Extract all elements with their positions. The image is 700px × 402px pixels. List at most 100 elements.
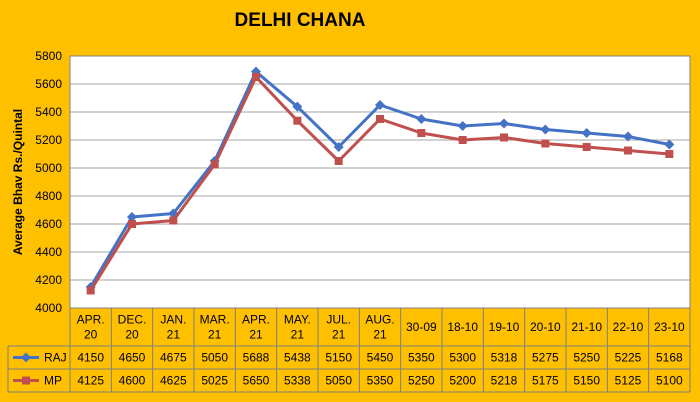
data-table-value: 5050 (325, 374, 352, 388)
x-tick-label: 21 (332, 328, 346, 342)
data-point-raj (540, 124, 551, 135)
y-tick-label: 4400 (35, 245, 62, 259)
data-table-value: 5050 (201, 351, 228, 365)
data-table-value: 5100 (656, 374, 683, 388)
y-tick-label: 4800 (35, 189, 62, 203)
x-tick-label: APR. (242, 313, 270, 327)
y-tick-label: 5200 (35, 133, 62, 147)
data-table-value: 4125 (77, 374, 104, 388)
data-point-raj (457, 121, 468, 131)
data-table-value: 5250 (573, 351, 600, 365)
x-tick-label: 30-09 (406, 320, 437, 334)
x-tick-label: 18-10 (447, 320, 478, 334)
data-table-value: 5150 (325, 351, 352, 365)
x-tick-label: JUL. (326, 313, 351, 327)
data-table-value: 4625 (160, 374, 187, 388)
x-tick-label: AUG. (365, 313, 394, 327)
y-tick-label: 5400 (35, 105, 62, 119)
data-point-mp (334, 157, 343, 165)
legend-series-name: RAJ (44, 351, 67, 365)
data-point-mp (624, 146, 632, 155)
data-point-mp (210, 160, 219, 169)
data-point-mp (417, 129, 426, 137)
data-point-mp (582, 143, 591, 151)
data-table-value: 5200 (449, 374, 476, 388)
data-point-raj (127, 212, 137, 222)
data-point-mp (128, 220, 136, 228)
data-table-value: 5438 (284, 351, 311, 365)
data-table-value: 5350 (408, 351, 435, 365)
x-tick-label: APR. (77, 313, 105, 327)
x-tick-label: 21 (167, 328, 181, 342)
data-table-value: 5338 (284, 374, 311, 388)
x-tick-label: DEC. (118, 313, 147, 327)
data-table: APR.20DEC.20JAN.21MAR.21APR.21MAY.21JUL.… (7, 308, 691, 393)
data-point-raj (333, 142, 344, 152)
y-tick-label: 5600 (35, 77, 62, 91)
data-point-raj (499, 118, 509, 129)
y-tick-label: 4000 (35, 301, 62, 315)
x-tick-label: 21 (249, 328, 263, 342)
x-tick-label: JAN. (160, 313, 186, 327)
x-tick-label: 20 (125, 328, 139, 342)
y-axis-label: Average Bhav Rs./Quintal (11, 109, 25, 255)
legend-key-marker (22, 376, 30, 385)
data-point-mp (169, 216, 178, 225)
data-table-value: 5218 (491, 374, 518, 388)
plot-area: 4000 4200 4400 4600 4800 5000 5200 5400 5600 5800… (11, 49, 691, 315)
x-tick-label: 21 (291, 328, 305, 342)
data-table-value: 5175 (532, 374, 559, 388)
data-point-raj (581, 128, 592, 138)
data-table-value: 5250 (408, 374, 435, 388)
x-tick-label: 21 (208, 328, 222, 342)
x-tick-label: 21 (373, 328, 387, 342)
x-tick-label: 21-10 (571, 320, 602, 334)
data-point-mp (541, 139, 550, 148)
data-table-value: 4675 (160, 351, 187, 365)
data-point-mp (665, 150, 674, 158)
data-table-value: 4600 (119, 374, 146, 388)
data-table-value: 5350 (367, 374, 394, 388)
data-table-value: 5275 (532, 351, 559, 365)
x-tick-label: 23-10 (654, 320, 685, 334)
plot-border (69, 55, 691, 309)
chart-title: DELHI CHANA (234, 10, 366, 31)
data-table-value: 5688 (243, 351, 270, 365)
data-table-value: 5168 (656, 351, 683, 365)
data-table-value: 5300 (449, 351, 476, 365)
data-table-value: 5450 (367, 351, 394, 365)
data-table-value: 5225 (615, 351, 642, 365)
y-tick-label: 5800 (35, 49, 62, 63)
x-tick-label: MAR. (200, 313, 230, 327)
data-table-value: 5318 (491, 351, 518, 365)
data-point-mp (500, 133, 508, 142)
data-point-raj (623, 131, 633, 142)
x-tick-label: 19-10 (489, 320, 520, 334)
data-table-value: 5650 (243, 374, 270, 388)
y-tick-label: 5000 (35, 161, 62, 175)
data-point-raj (375, 100, 385, 110)
data-point-raj (416, 114, 427, 124)
data-table-value: 5125 (615, 374, 642, 388)
data-point-raj (292, 101, 303, 112)
data-point-mp (293, 116, 302, 125)
y-tick-label: 4600 (35, 217, 62, 231)
x-tick-label: 20-10 (530, 320, 561, 334)
data-point-raj (664, 139, 675, 150)
legend-key-marker (21, 352, 31, 363)
data-table-value: 4150 (77, 351, 104, 365)
legend-series-name: MP (44, 374, 62, 388)
data-table-value: 4650 (119, 351, 146, 365)
data-point-mp (458, 136, 467, 144)
data-table-value: 5150 (573, 374, 600, 388)
data-point-mp (252, 73, 260, 81)
data-point-mp (86, 286, 95, 295)
x-tick-label: 22-10 (613, 320, 644, 334)
plot-background (70, 56, 690, 308)
x-tick-label: 20 (84, 328, 98, 342)
y-tick-label: 4200 (35, 273, 62, 287)
data-point-mp (376, 115, 384, 123)
data-table-value: 5025 (201, 374, 228, 388)
